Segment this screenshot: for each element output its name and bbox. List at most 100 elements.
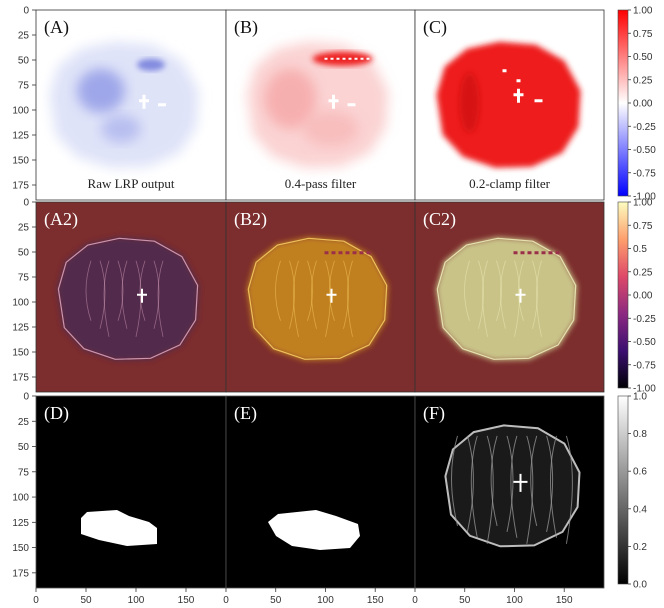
x-tick-label: 50 xyxy=(80,595,92,606)
midline xyxy=(513,473,528,492)
sulcus-line xyxy=(550,435,557,538)
y-tick-label: 125 xyxy=(12,518,29,529)
panel-label: (A) xyxy=(44,17,69,38)
y-tick-label: 0 xyxy=(23,6,29,17)
sulcus-line xyxy=(510,435,518,538)
panel-label: (C) xyxy=(423,17,447,38)
colorbar-tick-label: 0.6 xyxy=(633,467,647,478)
panel-label: (C2) xyxy=(423,209,456,230)
panel-label: (F) xyxy=(423,403,445,424)
sulcus-line xyxy=(470,435,478,538)
relevance-hotspot xyxy=(302,110,359,147)
sulcus-line xyxy=(565,435,573,544)
sulcus-line xyxy=(546,435,554,532)
y-tick-label: 0 xyxy=(23,392,29,403)
colorbar-tick-label: 0.75 xyxy=(633,221,653,232)
sulcus-line xyxy=(153,260,160,329)
colorbar-tick-label: 0.8 xyxy=(633,429,647,440)
sulcus-line xyxy=(103,260,110,337)
panel-label: (A2) xyxy=(44,209,78,230)
sulcus-line xyxy=(275,260,281,321)
panel-2-0: (D) xyxy=(35,395,227,589)
y-tick-label: 125 xyxy=(12,131,29,142)
colorbar-tick-label: 0.4 xyxy=(633,504,647,515)
colorbar-tick-label: -1.00 xyxy=(633,192,656,203)
panel-0-1: (B) 0.4-pass filter xyxy=(225,9,416,201)
colorbar-tick-label: 0.0 xyxy=(633,580,647,591)
sulcus-line xyxy=(518,260,524,321)
y-tick-label: 100 xyxy=(12,106,29,117)
colorbar-tick-label: 0.5 xyxy=(633,244,647,255)
sulcus-line xyxy=(478,260,484,329)
panel-1-1: (B2) xyxy=(225,201,416,393)
panel-1-0: (A2) xyxy=(35,201,227,393)
sulcus-line xyxy=(347,260,353,337)
sulcus-line xyxy=(530,435,538,526)
colorbar-tick-label: -1.00 xyxy=(633,384,656,395)
x-tick-label: 0 xyxy=(223,595,229,606)
relevance-hotspot xyxy=(137,58,165,71)
y-tick-label: 100 xyxy=(12,298,29,309)
colorbar-tick-label: -0.50 xyxy=(633,145,656,156)
colorbar-tick-label: 0.25 xyxy=(633,267,653,278)
colorbar-tick-label: -0.75 xyxy=(633,168,656,179)
sulcus-line xyxy=(343,260,349,329)
colorbar-tick-label: 0.75 xyxy=(633,29,653,40)
y-tick-label: 25 xyxy=(18,417,30,428)
panel-caption: Raw LRP output xyxy=(88,176,175,191)
colorbar-tick-label: 1.0 xyxy=(633,392,647,403)
brain-overlay xyxy=(435,237,578,361)
colorbar-tick-label: 1.00 xyxy=(633,6,653,17)
sulcus-line xyxy=(121,260,128,329)
sulcus-line xyxy=(482,260,488,337)
colorbar-tick-label: 0.2 xyxy=(633,542,647,553)
panel-label: (E) xyxy=(234,403,257,424)
sulcus-line xyxy=(490,435,498,526)
brain-outline xyxy=(436,237,577,360)
sulcus-line xyxy=(451,435,458,526)
midline-artifact xyxy=(326,288,337,303)
panel-2-2: (F) xyxy=(414,395,605,589)
y-tick-label: 175 xyxy=(12,181,29,192)
sulcus-line xyxy=(329,260,335,321)
panel-border xyxy=(414,201,605,393)
sulcus-line xyxy=(464,260,470,321)
x-tick-label: 150 xyxy=(556,595,573,606)
sulcus-line xyxy=(532,260,538,329)
colorbar-tick-label: 0.25 xyxy=(633,75,653,86)
axes: 0 25 50 75 100 125 150 175 0 25 50 75 100 125 150 175 0 2… xyxy=(12,6,573,607)
sulcus-line xyxy=(293,260,299,337)
panel-border xyxy=(414,395,605,589)
midline-artifact xyxy=(502,69,543,103)
sulcus-line xyxy=(536,260,542,337)
midline-artifact xyxy=(328,94,356,109)
panel-border xyxy=(414,9,605,201)
sulcus-line xyxy=(157,260,164,337)
midline-artifact xyxy=(139,94,166,109)
y-tick-label: 50 xyxy=(18,248,30,259)
colorbar-magma xyxy=(617,201,629,389)
x-tick-label: 100 xyxy=(317,595,334,606)
sulcus-line xyxy=(506,435,514,532)
panel-label: (D) xyxy=(44,403,69,424)
x-tick-label: 100 xyxy=(506,595,523,606)
colorbar-gray xyxy=(617,395,629,585)
relevance-blob xyxy=(49,41,199,168)
colorbar-tick-label: 0.50 xyxy=(633,52,653,63)
panel-0-2: (C) 0.2-clamp filter xyxy=(414,9,605,201)
sulcus-line xyxy=(139,260,146,321)
midline-artifact xyxy=(515,288,526,303)
panel-background xyxy=(226,396,415,588)
sulcus-line xyxy=(486,435,494,544)
colorbar-tick-label: -0.75 xyxy=(633,360,656,371)
x-tick-label: 50 xyxy=(270,595,282,606)
panel-background xyxy=(36,396,226,588)
x-tick-label: 100 xyxy=(128,595,145,606)
sulcus-line xyxy=(307,260,313,321)
x-tick-label: 50 xyxy=(459,595,471,606)
colorbar-tick-label: -0.25 xyxy=(633,314,656,325)
tumor-mask xyxy=(268,510,360,550)
y-tick-label: 175 xyxy=(12,373,29,384)
colorbar-tick-label: 1.00 xyxy=(633,198,653,209)
relevance-hotspot xyxy=(77,68,125,113)
